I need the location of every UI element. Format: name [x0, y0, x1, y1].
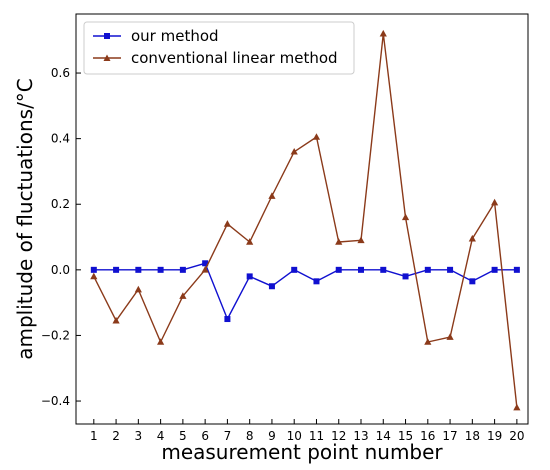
y-tick-label: −0.4 [41, 394, 70, 408]
legend-label-conventional: conventional linear method [131, 49, 338, 67]
legend: our method conventional linear method [83, 21, 355, 75]
legend-marker-our-method [104, 33, 110, 39]
x-tick-label: 17 [442, 429, 457, 443]
data-point [335, 238, 343, 245]
x-tick-label: 6 [201, 429, 209, 443]
data-point [312, 133, 321, 140]
y-tick-label: 0.0 [51, 263, 70, 277]
data-point [401, 213, 410, 221]
x-tick-label: 8 [246, 429, 254, 443]
x-tick-label: 12 [331, 429, 346, 443]
x-tick-label: 14 [376, 429, 391, 443]
plot-frame [75, 13, 529, 425]
data-point [468, 234, 476, 242]
y-tick-label: 0.4 [51, 132, 70, 146]
legend-marker-conventional [103, 54, 111, 61]
x-tick-label: 10 [287, 429, 302, 443]
data-point [446, 333, 454, 340]
data-point [202, 260, 209, 267]
data-point [246, 273, 253, 280]
data-point [224, 316, 231, 323]
data-point [513, 403, 521, 411]
data-point [380, 266, 387, 273]
data-point [112, 316, 120, 324]
x-tick-label: 13 [353, 429, 368, 443]
x-tick-label: 5 [179, 429, 187, 443]
x-tick-label: 20 [509, 429, 524, 443]
legend-box [83, 21, 355, 75]
data-point [358, 266, 365, 273]
y-tick-label: 0.2 [51, 197, 70, 211]
x-tick-label: 19 [487, 429, 502, 443]
x-tick-label: 16 [420, 429, 435, 443]
data-point [469, 278, 476, 285]
x-axis-label: measurement point number [161, 440, 443, 464]
data-point [447, 266, 454, 273]
data-point [113, 266, 120, 273]
data-point [135, 266, 142, 273]
y-axis-label: amplitude of fluctuations/°C [13, 78, 37, 360]
x-tick-label: 11 [309, 429, 324, 443]
y-tick-label: 0.6 [51, 66, 70, 80]
data-point [179, 266, 186, 273]
data-point [424, 338, 432, 345]
data-point [157, 338, 165, 345]
data-point [491, 266, 498, 273]
data-point [424, 266, 431, 273]
series-line-conventional [93, 33, 518, 408]
data-point [223, 220, 232, 227]
data-point [90, 266, 97, 273]
x-tick-label: 2 [112, 429, 120, 443]
data-point [134, 285, 142, 293]
x-tick-label: 3 [135, 429, 143, 443]
data-point [379, 29, 387, 37]
data-point [290, 147, 298, 155]
data-point [335, 266, 342, 273]
x-tick-label: 18 [465, 429, 480, 443]
x-tick-label: 4 [157, 429, 165, 443]
data-point [179, 292, 187, 299]
x-tick-label: 7 [224, 429, 232, 443]
x-tick-label: 1 [90, 429, 98, 443]
data-point [201, 266, 209, 273]
x-tick-label: 9 [268, 429, 276, 443]
data-point [313, 278, 320, 285]
data-point [157, 266, 164, 273]
data-point [491, 198, 499, 206]
data-point [90, 272, 98, 280]
data-point [513, 266, 520, 273]
data-point [291, 266, 298, 273]
data-point [268, 283, 275, 290]
data-point [268, 192, 276, 199]
y-tick-label: −0.2 [41, 328, 70, 342]
data-point [246, 238, 254, 245]
legend-label-our-method: our method [131, 27, 219, 45]
data-point [357, 236, 365, 244]
data-point [402, 273, 409, 280]
x-tick-label: 15 [398, 429, 413, 443]
series-line-our-method [93, 262, 517, 320]
